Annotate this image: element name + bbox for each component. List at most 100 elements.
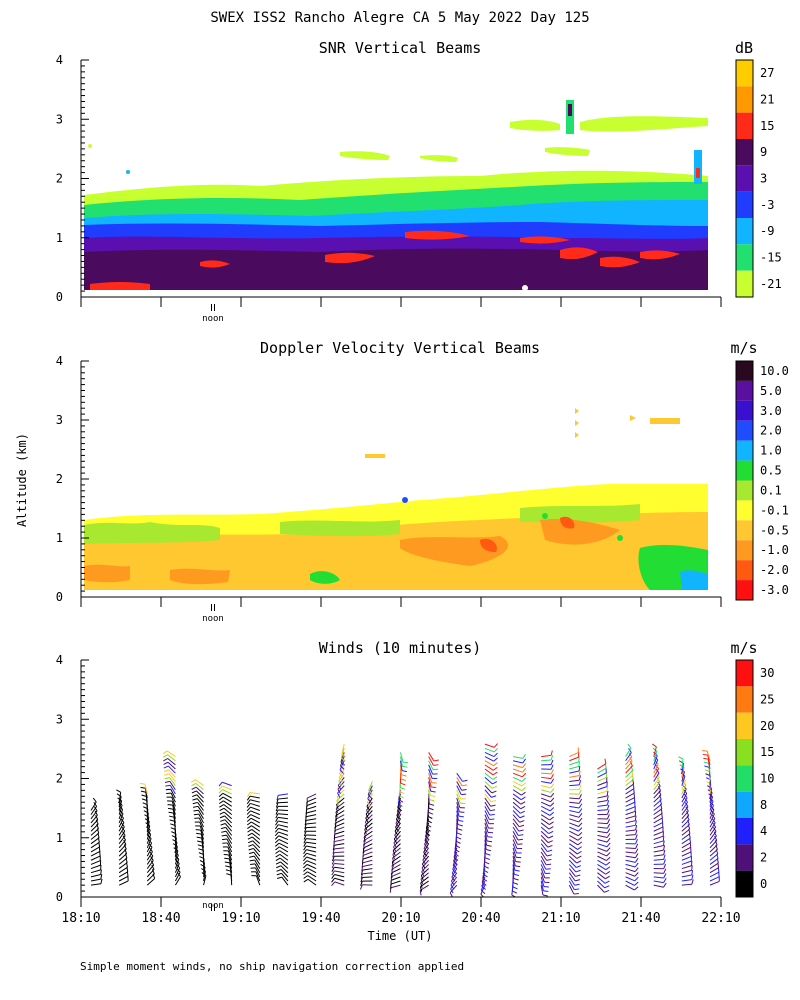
wind-barb bbox=[709, 788, 713, 799]
wind-barb-flag bbox=[458, 815, 464, 818]
wind-barb-flag bbox=[364, 821, 368, 827]
wind-barb bbox=[653, 785, 661, 795]
wind-barb bbox=[366, 797, 373, 807]
wind-barb bbox=[569, 770, 580, 774]
wind-barb-flag bbox=[116, 789, 121, 793]
wind-barb-flag bbox=[521, 791, 526, 796]
wind-barb bbox=[569, 839, 579, 846]
wind-barb bbox=[625, 765, 633, 774]
wind-barb bbox=[306, 814, 317, 818]
wind-barb bbox=[512, 797, 522, 805]
wind-barb bbox=[90, 869, 101, 874]
wind-barb-flag bbox=[629, 756, 633, 762]
wind-barb-flag bbox=[663, 868, 667, 874]
wind-barb bbox=[512, 772, 523, 778]
wind-barb-flag bbox=[363, 832, 367, 839]
wind-barb bbox=[541, 793, 551, 798]
wind-barb-flag bbox=[275, 817, 279, 822]
wind-barb bbox=[569, 830, 579, 837]
wind-barb-flag bbox=[400, 778, 407, 782]
legend-label: 0.1 bbox=[760, 483, 782, 497]
wind-barb-flag bbox=[392, 850, 396, 856]
wind-barb-flag bbox=[168, 815, 175, 818]
wind-barb-flag bbox=[691, 874, 694, 880]
wind-barb bbox=[118, 866, 128, 874]
snr-patches-upper bbox=[340, 116, 708, 162]
wind-barb bbox=[306, 793, 317, 799]
wind-barb bbox=[306, 856, 317, 861]
wind-barb bbox=[512, 822, 520, 832]
wind-barb-flag bbox=[360, 873, 363, 879]
wind-barb-flag bbox=[123, 839, 127, 845]
legend-frame bbox=[735, 360, 754, 601]
wind-barb bbox=[172, 804, 176, 815]
wind-barb bbox=[146, 847, 153, 857]
wind-barb-flag bbox=[482, 873, 488, 878]
wind-barb-flag bbox=[450, 888, 454, 894]
wind-barb bbox=[512, 764, 523, 769]
wind-barb bbox=[681, 869, 692, 874]
legend-label: 8 bbox=[760, 798, 767, 812]
wind-barb-flag bbox=[367, 794, 372, 799]
wind-barb bbox=[480, 884, 486, 895]
wind-barb bbox=[203, 875, 207, 886]
wind-barb-flag bbox=[456, 832, 462, 836]
wind-barb-flag bbox=[606, 837, 611, 843]
wind-barb-flag bbox=[546, 858, 552, 861]
wind-barb bbox=[681, 759, 684, 770]
wind-barb bbox=[456, 789, 462, 800]
wind-barb bbox=[625, 801, 635, 807]
wind-barb bbox=[625, 820, 636, 824]
wind-barb bbox=[568, 851, 578, 859]
wind-barb bbox=[653, 768, 660, 778]
wind-barb bbox=[428, 756, 434, 766]
wind-barb-flag bbox=[606, 852, 611, 857]
wind-barb bbox=[681, 793, 688, 803]
wind-barb-flag bbox=[366, 802, 371, 807]
wind-barb bbox=[251, 825, 261, 832]
legend-swatch bbox=[736, 244, 753, 271]
wind-barb-flag bbox=[419, 890, 422, 896]
wind-barb bbox=[707, 755, 711, 765]
snr-layer-9 bbox=[84, 248, 708, 290]
legend-label: 2.0 bbox=[760, 424, 782, 438]
wind-barb bbox=[709, 813, 715, 824]
wind-barb bbox=[541, 759, 552, 762]
wind-barb-flag bbox=[304, 827, 307, 833]
wind-barb bbox=[484, 747, 495, 753]
legend-swatch bbox=[736, 420, 753, 441]
wind-barb bbox=[306, 810, 317, 814]
wind-barb bbox=[512, 801, 521, 810]
wind-barb bbox=[391, 868, 401, 874]
wind-barb-flag bbox=[428, 807, 434, 811]
wind-barb-flag bbox=[627, 743, 632, 749]
wind-barb-flag bbox=[123, 844, 127, 850]
legend-swatch bbox=[736, 739, 753, 766]
wind-barb-flag bbox=[246, 799, 251, 805]
wind-barb-flag bbox=[363, 844, 365, 850]
wind-barb bbox=[481, 872, 486, 883]
wind-barb bbox=[118, 857, 128, 865]
x-tick-label: 21:40 bbox=[621, 911, 660, 926]
wind-barb bbox=[169, 777, 176, 786]
wind-barb-flag bbox=[686, 810, 690, 816]
wind-barb bbox=[480, 880, 486, 891]
wind-barb bbox=[653, 799, 662, 807]
wind-barb-flag bbox=[548, 835, 554, 839]
wind-barb bbox=[306, 801, 317, 807]
wind-barb-flag bbox=[452, 865, 458, 870]
wind-barb-flag bbox=[455, 844, 461, 849]
wind-barb bbox=[146, 821, 150, 832]
wind-barb bbox=[653, 845, 664, 849]
wind-barb bbox=[625, 876, 635, 882]
wind-barb bbox=[118, 853, 127, 861]
wind-barb-flag bbox=[457, 828, 463, 831]
wind-barb bbox=[170, 792, 176, 803]
wind-barb-flag bbox=[92, 797, 97, 803]
wind-barb bbox=[653, 880, 664, 884]
wind-barb bbox=[226, 842, 233, 853]
wind-barb bbox=[428, 773, 433, 783]
legend-frame bbox=[735, 59, 754, 298]
wind-barb bbox=[90, 837, 100, 845]
wind-barb-flag bbox=[391, 865, 394, 871]
